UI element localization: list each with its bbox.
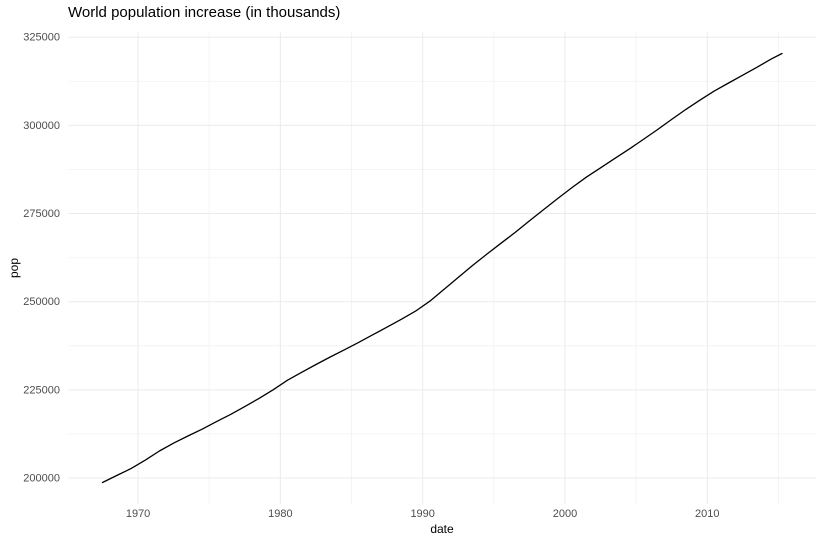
x-tick-label: 2000 [553,508,577,520]
y-tick-label: 225000 [23,384,60,396]
x-tick-label: 1970 [126,508,150,520]
x-tick-label: 2010 [695,508,719,520]
x-tick-label: 1990 [410,508,434,520]
x-tick-label: 1980 [268,508,292,520]
y-tick-label: 250000 [23,296,60,308]
y-tick-label: 275000 [23,208,60,220]
y-tick-label: 325000 [23,32,60,44]
y-tick-label: 300000 [23,120,60,132]
chart-title: World population increase (in thousands) [68,4,341,21]
y-tick-label: 200000 [23,473,60,485]
series-line-pop [101,52,783,484]
x-axis-title: date [430,522,454,536]
